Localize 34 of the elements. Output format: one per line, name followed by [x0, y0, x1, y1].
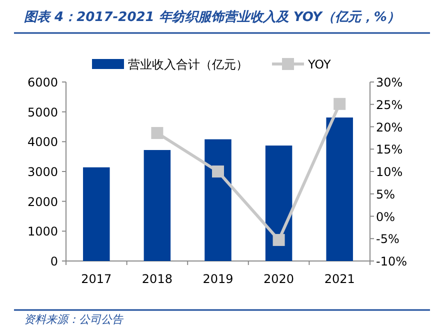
- bar: [204, 139, 232, 261]
- x-tick-label: 2017: [81, 272, 112, 286]
- bar: [144, 150, 171, 261]
- text: 资料来源：公司公告: [24, 313, 124, 326]
- x-tick-label: 2020: [264, 272, 294, 286]
- x-tick-label: 2018: [142, 272, 172, 286]
- y-tick-label: 1000: [27, 224, 58, 239]
- bar: [265, 146, 292, 261]
- y2-tick-label: 10%: [376, 165, 403, 179]
- y-tick-label: 4000: [27, 135, 58, 150]
- y-tick-label: 3000: [27, 165, 58, 179]
- y2-tick-label: 20%: [376, 120, 403, 134]
- y-tick-label: 2000: [27, 194, 58, 209]
- point: [151, 127, 164, 140]
- legend-label: YOY: [307, 58, 332, 72]
- point: [212, 166, 224, 178]
- y2-tick-label: 15%: [376, 142, 403, 157]
- point: [272, 234, 285, 246]
- y-tick-label: 6000: [27, 76, 58, 90]
- x-tick-label: 2021: [324, 272, 355, 286]
- y2-tick-label: 5%: [376, 187, 396, 202]
- y2-tick-label: -10%: [376, 254, 408, 268]
- y2-tick-label: -5%: [376, 232, 400, 246]
- y2-tick-label: 25%: [376, 98, 403, 112]
- y2-tick-label: 0%: [376, 210, 396, 224]
- y-tick-label: 0: [50, 254, 58, 268]
- x-tick-label: 2019: [202, 272, 234, 286]
- legend-label: 营业收入合计（亿元）: [128, 58, 248, 72]
- bar: [326, 118, 353, 261]
- chart-title: 图表 4：2017-2021 年纺织服饰营业收入及 YOY（亿元，%）: [24, 9, 400, 25]
- y2-tick-label: 30%: [376, 76, 403, 90]
- point: [334, 98, 346, 110]
- bar: [83, 167, 110, 261]
- y-tick-label: 5000: [27, 105, 58, 120]
